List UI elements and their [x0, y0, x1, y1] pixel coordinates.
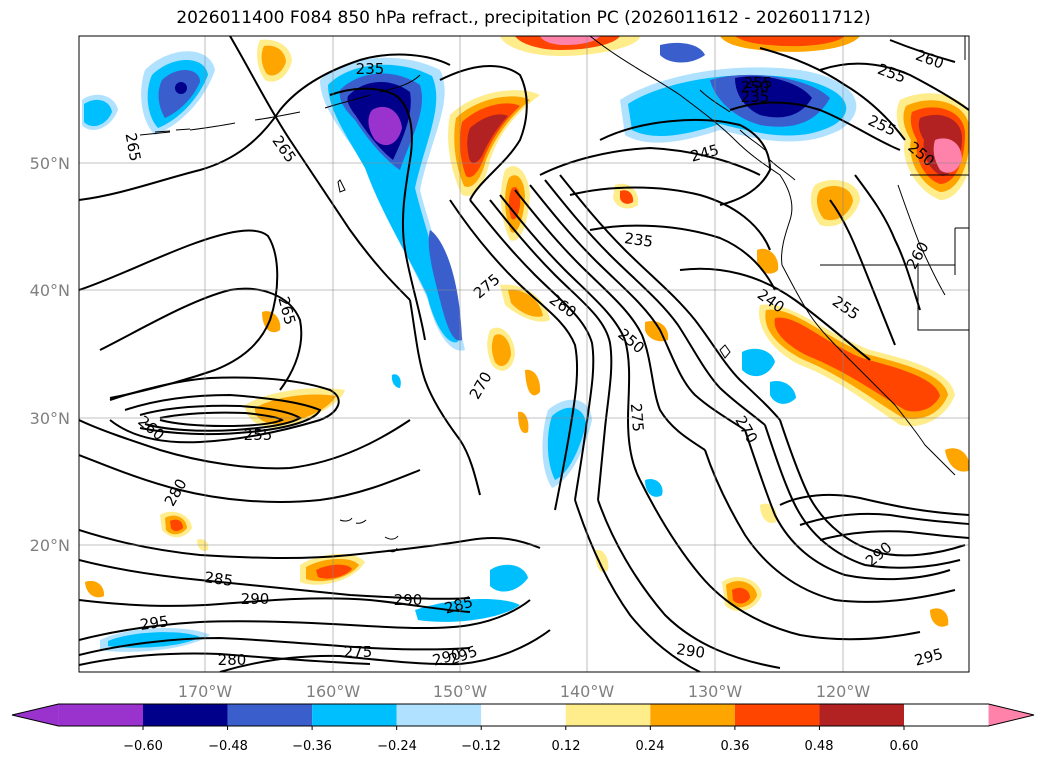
colorbar-segment — [143, 704, 228, 726]
map-panel: 235 235 245 235 240 250 255 255 255 250 … — [79, 36, 969, 672]
lon-label: 170°W — [178, 682, 233, 701]
colorbar-segment — [396, 704, 482, 726]
contour-label: 275 — [627, 403, 647, 433]
colorbar-extend-low — [12, 704, 59, 726]
lat-label: 40°N — [30, 281, 70, 300]
map-title: 2026011400 F084 850 hPa refract., precip… — [176, 8, 871, 28]
colorbar-tick-label: 0.12 — [552, 739, 581, 754]
lon-label: 150°W — [433, 682, 488, 701]
colorbar-tick-label: 0.48 — [805, 739, 834, 754]
lat-label: 50°N — [30, 154, 70, 173]
colorbar-tick-label: 0.36 — [721, 739, 750, 754]
colorbar-tick-label: 0.60 — [890, 739, 919, 754]
colorbar-tick-label: 0.24 — [636, 739, 665, 754]
colorbar: −0.60 −0.48 −0.36 −0.24 −0.12 0.12 0.24 … — [11, 703, 1035, 754]
longitude-labels: 170°W 160°W 150°W 140°W 130°W 120°W — [178, 682, 871, 701]
lon-label: 160°W — [306, 682, 361, 701]
colorbar-segment — [227, 704, 313, 726]
colorbar-tick-label: −0.36 — [292, 739, 332, 754]
contour-label: 275 — [344, 643, 373, 661]
colorbar-segment — [481, 704, 566, 726]
contour-label: 255 — [244, 426, 273, 444]
colorbar-extend-high — [988, 704, 1034, 726]
contour-label: 235 — [741, 88, 770, 106]
colorbar-tick-label: −0.24 — [377, 739, 417, 754]
lon-label: 120°W — [816, 682, 871, 701]
colorbar-segment — [565, 704, 651, 726]
contour-label: 290 — [394, 591, 423, 609]
contour-label: 235 — [356, 60, 385, 78]
colorbar-tick-label: −0.48 — [208, 739, 248, 754]
contour-label: 295 — [139, 612, 170, 634]
colorbar-segment — [650, 704, 735, 726]
colorbar-segment — [734, 704, 820, 726]
lon-label: 130°W — [688, 682, 743, 701]
coastlines — [139, 36, 969, 553]
colorbar-tick-label: −0.12 — [461, 739, 501, 754]
colorbar-segment — [58, 704, 143, 726]
lon-label: 140°W — [560, 682, 615, 701]
graticule — [79, 36, 969, 672]
contour-label: 290 — [241, 590, 270, 608]
contour-label: 285 — [203, 568, 234, 590]
latitude-labels: 50°N 40°N 30°N 20°N — [30, 154, 70, 555]
contour-label: 280 — [218, 651, 247, 669]
contour-label: 255 — [744, 74, 773, 92]
contour-label: 290 — [675, 640, 706, 662]
colorbar-segment — [819, 704, 904, 726]
refractivity-contours — [79, 36, 969, 672]
lat-label: 20°N — [30, 536, 70, 555]
colorbar-outline — [11, 703, 1035, 727]
colorbar-segment — [312, 704, 397, 726]
contour-label: 235 — [623, 229, 654, 251]
lat-label: 30°N — [30, 409, 70, 428]
contour-label: 250 — [741, 78, 770, 96]
colorbar-tick-label: −0.60 — [123, 739, 163, 754]
contour-label: 265 — [122, 131, 145, 162]
map-frame — [78, 35, 970, 673]
